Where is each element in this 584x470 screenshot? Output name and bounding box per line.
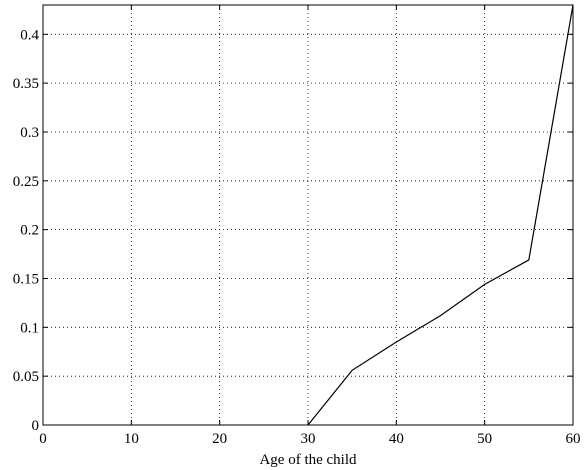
y-tick-label: 0 (32, 418, 40, 434)
series-layer (307, 4, 574, 426)
x-tick-label: 0 (39, 431, 47, 447)
y-tick-label: 0.3 (20, 125, 39, 141)
x-tick-labels: 0 10 20 30 40 50 60 (39, 431, 580, 447)
x-tick-label: 50 (477, 431, 492, 447)
y-tick-label: 0.05 (13, 369, 39, 385)
plot-frame (42, 4, 574, 426)
series-line (307, 4, 574, 426)
y-tick-label: 0.25 (13, 174, 39, 190)
y-tick-labels: 0 0.05 0.1 0.15 0.2 0.25 0.3 0.35 0.4 (13, 27, 40, 434)
y-tick-label: 0.15 (13, 271, 39, 287)
y-tick-label: 0.35 (13, 76, 39, 92)
x-tick-label: 20 (212, 431, 227, 447)
y-tick-label: 0.1 (20, 320, 39, 336)
x-tick-label: 40 (389, 431, 404, 447)
x-tick-label: 30 (301, 431, 316, 447)
y-tick-label: 0.2 (20, 223, 39, 239)
grid (43, 5, 573, 425)
x-axis-label: Age of the child (259, 452, 357, 468)
y-tick-label: 0.4 (20, 27, 39, 43)
x-tick-label: 60 (566, 431, 581, 447)
x-tick-label: 10 (124, 431, 139, 447)
